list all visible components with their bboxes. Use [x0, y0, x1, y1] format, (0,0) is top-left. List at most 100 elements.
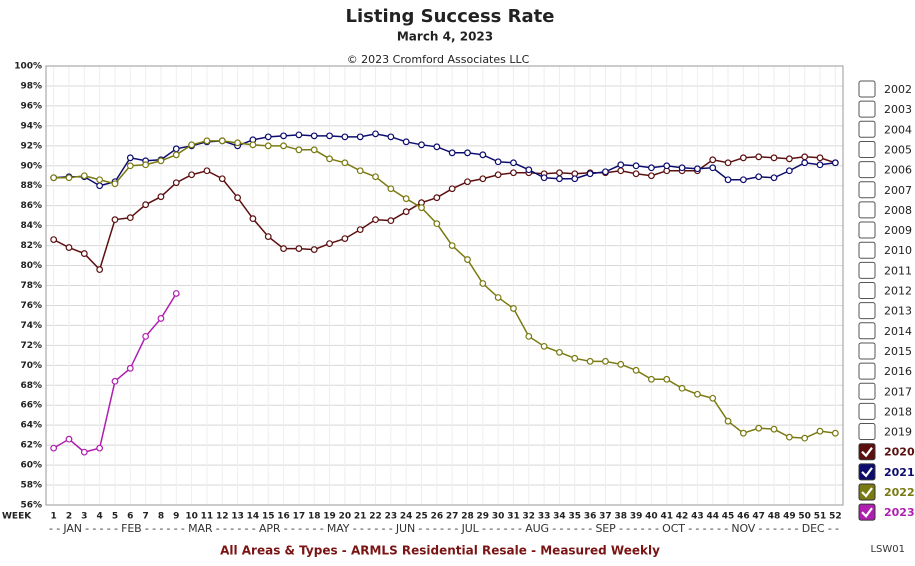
data-point [709, 394, 717, 402]
legend-checkbox[interactable] [858, 181, 876, 199]
legend-checkbox[interactable] [858, 80, 876, 98]
data-point [770, 425, 778, 433]
data-point [586, 170, 594, 178]
data-point [586, 357, 594, 365]
data-point [448, 185, 456, 193]
chart-title: Listing Success Rate [346, 6, 555, 27]
x-tick-label: 24 [400, 512, 413, 522]
legend-checkbox[interactable] [858, 261, 876, 279]
data-point [571, 175, 579, 183]
legend-checkbox[interactable] [858, 201, 876, 219]
data-point [126, 162, 134, 170]
x-tick-label: 39 [630, 512, 643, 522]
x-tick-label: 50 [798, 512, 811, 522]
data-point [126, 154, 134, 162]
data-point [341, 235, 349, 243]
x-tick-label: 21 [354, 512, 367, 522]
data-point [724, 176, 732, 184]
y-tick-label: 74% [20, 321, 42, 331]
legend-checkbox[interactable] [858, 483, 876, 501]
legend-checkbox[interactable] [858, 342, 876, 360]
chart-code: LSW01 [870, 544, 905, 555]
legend-label: 2016 [884, 365, 912, 378]
y-tick-label: 86% [20, 201, 42, 211]
legend-checkbox[interactable] [858, 282, 876, 299]
data-point [433, 143, 441, 151]
x-tick-label: 35 [569, 512, 582, 522]
data-point [341, 159, 349, 167]
data-point [418, 141, 425, 149]
x-tick-label: 4 [97, 512, 103, 522]
y-tick-label: 100% [14, 62, 42, 72]
data-point [831, 159, 839, 167]
data-point [387, 185, 395, 193]
data-point [341, 133, 349, 141]
data-point [510, 169, 517, 177]
series-line [53, 133, 836, 187]
legend-checkbox[interactable] [858, 463, 876, 481]
data-point [540, 174, 548, 182]
y-tick-label: 66% [20, 401, 42, 411]
data-point [678, 384, 686, 392]
data-point [709, 164, 717, 172]
legend-checkbox[interactable] [858, 161, 876, 179]
data-point [540, 342, 548, 350]
x-tick-label: 31 [507, 512, 520, 522]
legend-label: 2018 [884, 405, 912, 418]
legend-checkbox[interactable] [858, 322, 876, 340]
check-mark [861, 487, 873, 498]
data-point [617, 167, 625, 175]
data-point [556, 169, 563, 177]
data-point [494, 158, 502, 166]
x-tick-label: 16 [277, 512, 290, 522]
legend-label: 2020 [884, 446, 915, 459]
x-tick-label: 22 [369, 512, 382, 522]
data-point [295, 245, 303, 252]
grid: 56% 58% 60% 62% 64% 66% 68% 70% 72% 74% 76% 78% 80% 8… [14, 62, 844, 522]
data-point [494, 171, 502, 179]
x-tick-label: 17 [293, 512, 306, 522]
data-point [218, 175, 226, 183]
data-point [724, 417, 732, 425]
x-tick-label: 26 [431, 512, 444, 522]
data-point [310, 132, 318, 140]
legend-checkbox[interactable] [858, 423, 876, 441]
legend-label: 2013 [884, 305, 912, 318]
data-point [80, 172, 88, 180]
data-point [479, 280, 487, 287]
legend-checkbox[interactable] [858, 120, 876, 138]
data-point [448, 242, 456, 249]
y-tick-label: 82% [20, 241, 42, 251]
data-point [234, 194, 241, 202]
data-point [801, 159, 809, 167]
legend-checkbox[interactable] [858, 241, 876, 259]
legend-checkbox[interactable] [858, 382, 876, 400]
x-tick-label: 20 [339, 512, 352, 522]
data-point [372, 216, 379, 224]
data-point [464, 178, 471, 186]
legend-checkbox[interactable] [858, 100, 876, 118]
data-point [356, 226, 364, 234]
data-point [111, 216, 119, 224]
legend-checkbox[interactable] [858, 140, 876, 158]
legend-checkbox[interactable] [858, 402, 876, 420]
data-point [203, 137, 211, 145]
legend-label: 2022 [884, 486, 915, 499]
data-point [510, 305, 517, 312]
legend-checkbox[interactable] [858, 362, 876, 380]
data-point [356, 167, 364, 175]
legend-label: 2007 [884, 184, 912, 197]
x-tick-label: 8 [158, 512, 164, 522]
data-point [126, 214, 134, 222]
check-mark [861, 447, 873, 458]
data-point [402, 138, 410, 146]
data-point [402, 208, 410, 216]
legend-checkbox[interactable] [858, 503, 876, 521]
data-point [157, 193, 165, 201]
x-tick-label: 29 [477, 512, 490, 522]
x-tick-label: 52 [829, 512, 842, 522]
legend-checkbox[interactable] [858, 443, 876, 461]
legend-checkbox[interactable] [858, 221, 876, 239]
legend-checkbox[interactable] [858, 302, 876, 320]
data-point [739, 429, 747, 437]
